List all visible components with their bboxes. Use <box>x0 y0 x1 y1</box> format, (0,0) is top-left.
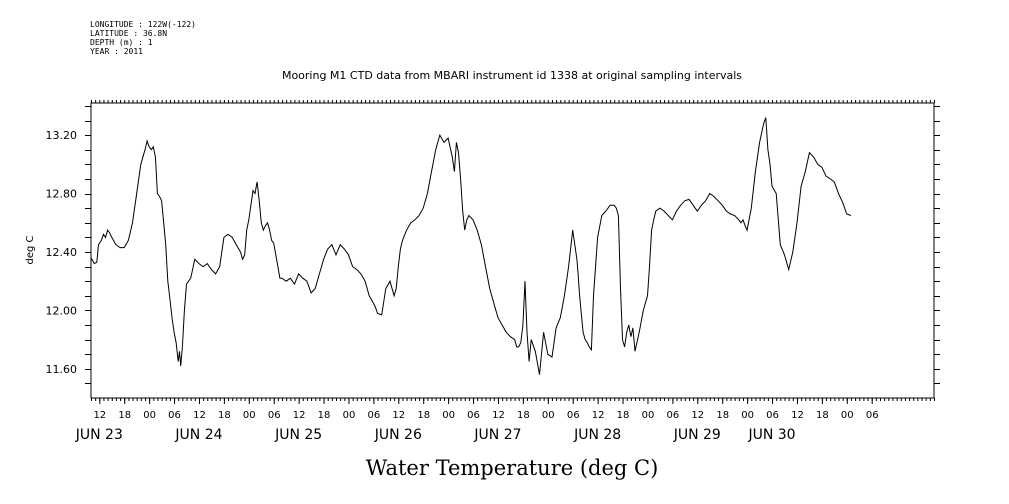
plot-frame <box>90 102 935 399</box>
x-tick-label: 06 <box>467 410 480 421</box>
x-tick-label: 12 <box>193 410 206 421</box>
bottom-ticks <box>91 398 935 404</box>
y-tick-label: 13.20 <box>46 129 78 142</box>
metadata-block: LONGITUDE : 122W(-122) LATITUDE : 36.8N … <box>90 20 196 56</box>
y-axis-label: deg C <box>25 235 36 264</box>
x-tick-label: 18 <box>318 410 331 421</box>
x-tick-label: 00 <box>143 410 156 421</box>
x-tick-label: 06 <box>766 410 779 421</box>
y-tick-label: 12.00 <box>46 304 78 317</box>
day-label: JUN 25 <box>274 427 322 443</box>
year-line: YEAR : 2011 <box>90 47 143 56</box>
x-tick-label: 00 <box>243 410 256 421</box>
y-tick-label: 11.60 <box>46 363 78 376</box>
x-tick-label: 18 <box>517 410 530 421</box>
x-tick-labels: 12 18 00 06 12 18 00 06 12 18 00 06 12 18 00 06 12 18 00 06… <box>93 410 878 421</box>
x-tick-label: 00 <box>442 410 455 421</box>
y-tick-labels: 11.60 12.00 12.40 12.80 13.20 <box>46 129 78 376</box>
x-tick-label: 00 <box>741 410 754 421</box>
x-tick-label: 18 <box>417 410 430 421</box>
x-tick-label: 12 <box>492 410 505 421</box>
top-minor-ticks <box>91 100 935 103</box>
x-tick-label: 18 <box>617 410 630 421</box>
left-ticks <box>85 106 91 384</box>
day-labels: JUN 23 JUN 24 JUN 25 JUN 26 JUN 27 JUN 28 JUN … <box>75 427 796 443</box>
depth-line: DEPTH (m) : 1 <box>90 38 153 47</box>
day-label: JUN 24 <box>174 427 222 443</box>
x-tick-label: 00 <box>343 410 356 421</box>
day-label: JUN 27 <box>473 427 521 443</box>
x-tick-label: 06 <box>866 410 879 421</box>
day-label: JUN 28 <box>573 427 621 443</box>
x-tick-label: 00 <box>542 410 555 421</box>
x-tick-label: 12 <box>392 410 405 421</box>
day-label: JUN 30 <box>747 427 795 443</box>
day-label: JUN 29 <box>673 427 721 443</box>
x-axis-label: Water Temperature (deg C) <box>366 456 659 480</box>
series-line-water-temperature <box>90 117 852 375</box>
right-ticks <box>934 106 940 384</box>
x-tick-label: 12 <box>293 410 306 421</box>
latitude-line: LATITUDE : 36.8N <box>90 29 168 38</box>
x-tick-label: 12 <box>592 410 605 421</box>
longitude-line: LONGITUDE : 122W(-122) <box>90 20 196 29</box>
x-tick-label: 06 <box>567 410 580 421</box>
x-tick-label: 00 <box>642 410 655 421</box>
x-tick-label: 12 <box>791 410 804 421</box>
y-tick-label: 12.40 <box>46 246 78 259</box>
chart-title: Mooring M1 CTD data from MBARI instrumen… <box>282 69 742 82</box>
x-tick-label: 00 <box>841 410 854 421</box>
day-label: JUN 26 <box>374 427 422 443</box>
x-tick-label: 06 <box>667 410 680 421</box>
x-tick-label: 12 <box>93 410 106 421</box>
x-tick-label: 18 <box>118 410 131 421</box>
day-label: JUN 23 <box>75 427 123 443</box>
x-tick-label: 18 <box>218 410 231 421</box>
x-tick-label: 06 <box>168 410 181 421</box>
x-tick-label: 12 <box>691 410 704 421</box>
x-tick-label: 18 <box>716 410 729 421</box>
x-tick-label: 06 <box>368 410 381 421</box>
y-tick-label: 12.80 <box>46 188 78 201</box>
x-tick-label: 18 <box>816 410 829 421</box>
x-tick-label: 06 <box>268 410 281 421</box>
